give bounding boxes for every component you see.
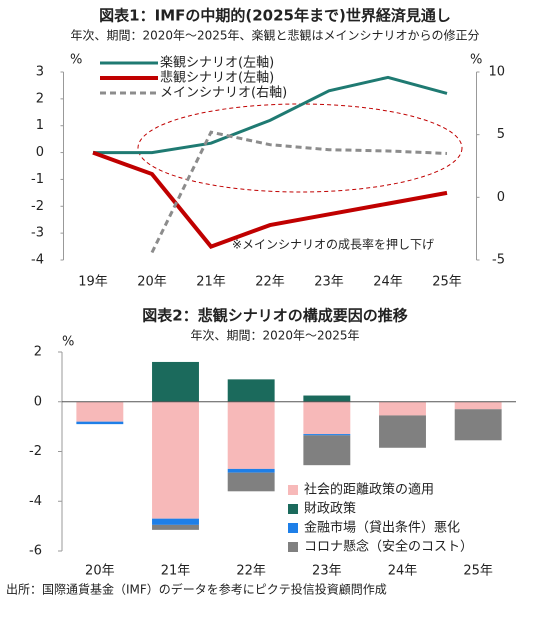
bar-segment [227, 468, 275, 473]
y-unit: % [70, 53, 82, 68]
series-line [92, 150, 448, 249]
bar-segment [303, 395, 351, 402]
y-unit: % [62, 335, 74, 350]
x-tick-label: 25年 [463, 564, 493, 579]
bar-segment [227, 401, 275, 469]
y-tick-label: -1 [31, 172, 44, 187]
legend-swatch [288, 485, 298, 495]
bar-segment [303, 434, 351, 436]
x-tick-label: 20年 [137, 275, 167, 290]
x-tick-label: 24年 [373, 275, 403, 290]
y-tick-label: -2 [31, 199, 44, 214]
y2-tick-label: -5 [492, 253, 505, 268]
bar-segment [303, 401, 351, 435]
bar-segment [303, 435, 351, 466]
legend-label: コロナ懸念（安全のコスト） [304, 539, 473, 555]
bar-segment [76, 401, 124, 422]
y-tick-label: -2 [29, 444, 42, 459]
chart-title: 図表1：IMFの中期的(2025年まで)世界経済見通し [99, 7, 451, 25]
legend-swatch [288, 523, 298, 533]
chart-subtitle: 年次、期間：2020年～2025年、楽観と悲観はメインシナリオからの修正分 [70, 28, 479, 43]
x-tick-label: 23年 [314, 275, 344, 290]
bar-segment [152, 518, 199, 525]
series-line [93, 75, 448, 155]
bar-segment [454, 409, 502, 441]
x-tick-label: 20年 [85, 564, 115, 579]
y-tick-label: 3 [36, 65, 44, 80]
chart-title: 図表2：悲観シナリオの構成要因の推移 [142, 307, 407, 325]
x-tick-label: 22年 [236, 564, 266, 579]
y-tick-label: -4 [31, 253, 44, 268]
y-tick-label: -6 [29, 544, 42, 559]
legend-swatch [288, 542, 298, 552]
y-tick-label: 0 [34, 394, 42, 409]
bar-segment [227, 379, 275, 402]
y-tick-label: 2 [34, 345, 42, 360]
legend-label: 財政政策 [304, 501, 356, 517]
y-tick-label: -4 [29, 494, 42, 509]
bar-segment [152, 401, 199, 519]
bar-segment [152, 361, 199, 402]
x-tick-label: 19年 [78, 275, 108, 290]
y2-tick-label: 0 [497, 190, 505, 205]
y2-tick-label: 10 [488, 65, 505, 80]
x-tick-label: 24年 [388, 564, 418, 579]
x-tick-label: 22年 [255, 275, 285, 290]
y-tick-label: 2 [36, 91, 44, 106]
y-tick-label: -3 [31, 226, 44, 241]
legend-label: 楽観シナリオ(左軸) [160, 55, 274, 71]
y2-tick-label: 5 [497, 127, 505, 142]
x-tick-label: 21年 [196, 275, 226, 290]
bar-segment [227, 472, 275, 492]
source: 出所：国際通貨基金（IMF）のデータを参考にピクテ投信投資顧問作成 [6, 582, 387, 597]
series-line [150, 130, 448, 254]
legend-label: メインシナリオ(右軸) [160, 86, 287, 101]
legend-label: 金融市場（貸出条件）悪化 [304, 520, 460, 536]
x-tick-label: 21年 [161, 564, 191, 579]
chart-subtitle: 年次、期間：2020年～2025年 [190, 329, 359, 343]
y2-unit: % [470, 53, 482, 68]
x-tick-label: 23年 [312, 564, 342, 579]
y-tick-label: 0 [36, 145, 44, 160]
bar-segment [379, 415, 426, 448]
x-tick-label: 25年 [432, 275, 462, 290]
y-tick-label: 1 [36, 118, 44, 133]
bar-segment [76, 421, 124, 425]
legend-label: 社会的距離政策の適用 [304, 482, 434, 498]
bar-segment [152, 524, 199, 530]
bar-segment [454, 401, 502, 410]
bar-segment [379, 401, 426, 416]
annotation: ※メインシナリオの成長率を押し下げ [232, 237, 434, 252]
legend-swatch [288, 504, 298, 514]
legend-label: 悲観シナリオ(左軸) [160, 70, 274, 86]
